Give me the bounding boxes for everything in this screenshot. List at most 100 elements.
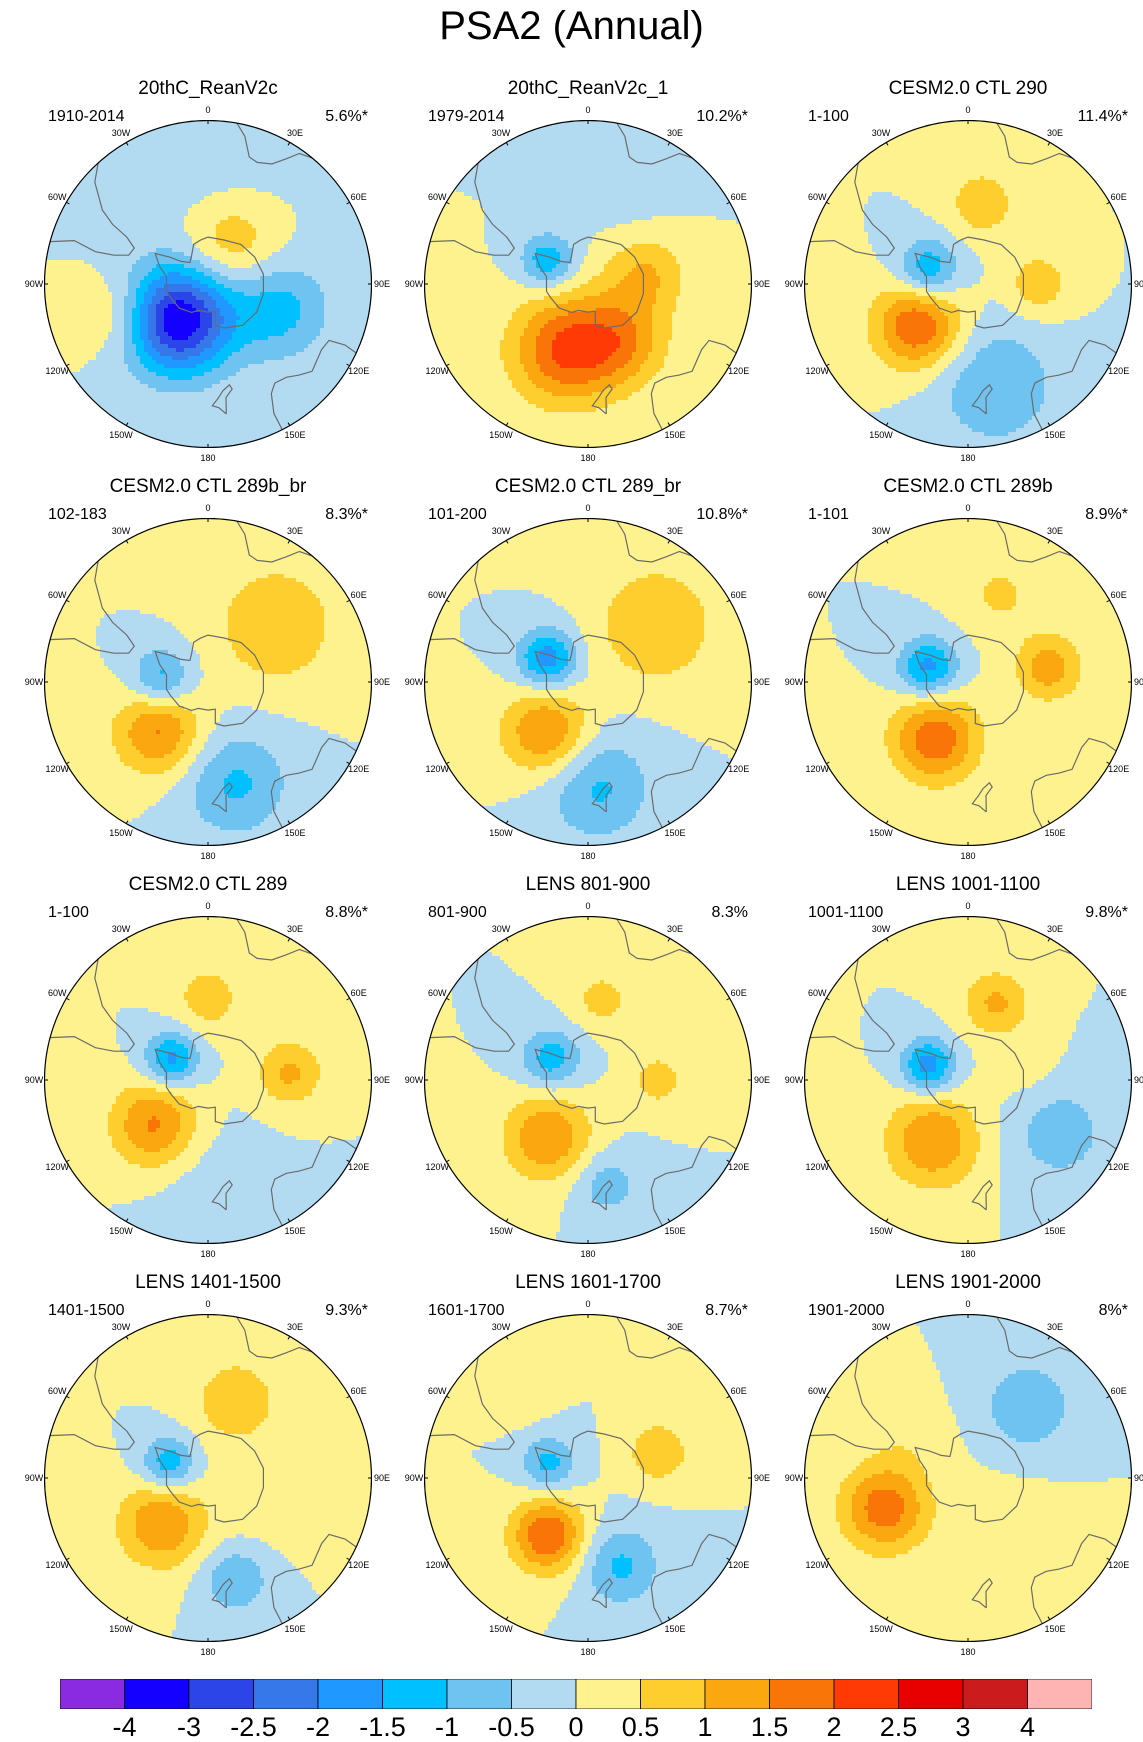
colorbar-box <box>447 1679 512 1709</box>
longitude-label: 60W <box>48 590 67 600</box>
colorbar-box <box>770 1679 835 1709</box>
polar-map <box>44 1314 372 1642</box>
longitude-label: 60W <box>428 590 447 600</box>
longitude-label: 120E <box>728 366 749 376</box>
longitude-label: 180 <box>200 851 215 861</box>
longitude-label: 90W <box>405 1473 424 1483</box>
longitude-label: 180 <box>580 851 595 861</box>
longitude-label: 90W <box>405 279 424 289</box>
longitude-label: 60W <box>428 988 447 998</box>
longitude-label: 90E <box>374 1473 390 1483</box>
longitude-label: 90W <box>25 677 44 687</box>
polar-map <box>424 120 752 448</box>
longitude-label: 120E <box>1108 1162 1129 1172</box>
longitude-label: 0 <box>585 503 590 513</box>
longitude-label: 180 <box>200 1249 215 1259</box>
longitude-label: 60W <box>428 1386 447 1396</box>
longitude-label: 0 <box>965 105 970 115</box>
polar-map <box>804 518 1132 846</box>
colorbar-box <box>254 1679 319 1709</box>
anomaly-field <box>424 518 752 846</box>
colorbar-box <box>834 1679 899 1709</box>
longitude-label: 60E <box>731 192 747 202</box>
longitude-label: 0 <box>585 105 590 115</box>
longitude-label: 60W <box>808 192 827 202</box>
longitude-label: 30W <box>872 128 891 138</box>
longitude-label: 90W <box>405 1075 424 1085</box>
longitude-label: 120W <box>806 366 830 376</box>
longitude-label: 30E <box>667 1322 683 1332</box>
panel-title: CESM2.0 CTL 289b_br <box>18 476 398 498</box>
longitude-label: 150W <box>489 430 513 440</box>
longitude-label: 60E <box>351 1386 367 1396</box>
longitude-label: 180 <box>200 1647 215 1657</box>
longitude-label: 120W <box>46 1162 70 1172</box>
longitude-label: 120W <box>806 1560 830 1570</box>
longitude-label: 60E <box>1111 1386 1127 1396</box>
longitude-label: 30E <box>1047 1322 1063 1332</box>
anomaly-field <box>804 1314 1132 1642</box>
colorbar-box <box>641 1679 706 1709</box>
panel-title: LENS 1401-1500 <box>18 1272 398 1294</box>
longitude-label: 60E <box>731 1386 747 1396</box>
longitude-label: 60E <box>731 590 747 600</box>
polar-map <box>804 120 1132 448</box>
longitude-label: 60E <box>1111 988 1127 998</box>
map-panel: CESM2.0 CTL 289b1-1018.9%*030E60E90E120E… <box>778 476 1143 868</box>
longitude-label: 180 <box>200 453 215 463</box>
panel-title: CESM2.0 CTL 289_br <box>398 476 778 498</box>
longitude-label: 30W <box>112 128 131 138</box>
longitude-label: 60E <box>351 988 367 998</box>
longitude-label: 150E <box>1044 430 1065 440</box>
longitude-label: 60E <box>351 590 367 600</box>
longitude-label: 120E <box>728 1162 749 1172</box>
longitude-label: 60W <box>428 192 447 202</box>
longitude-label: 120E <box>348 1560 369 1570</box>
longitude-label: 150W <box>109 1624 133 1634</box>
anomaly-field <box>44 916 372 1244</box>
longitude-label: 60W <box>808 590 827 600</box>
colorbar-box <box>1028 1679 1093 1709</box>
longitude-label: 30E <box>667 526 683 536</box>
longitude-label: 60W <box>48 988 67 998</box>
longitude-label: 120E <box>728 764 749 774</box>
colorbar-box <box>963 1679 1028 1709</box>
longitude-label: 120W <box>806 764 830 774</box>
longitude-label: 150E <box>284 1624 305 1634</box>
longitude-label: 150W <box>869 828 893 838</box>
map-panel: LENS 1901-20001901-20008%*030E60E90E120E… <box>778 1272 1143 1664</box>
longitude-label: 30E <box>287 1322 303 1332</box>
longitude-label: 120W <box>426 764 450 774</box>
longitude-label: 150E <box>284 828 305 838</box>
anomaly-field <box>424 120 752 448</box>
longitude-label: 150W <box>489 1624 513 1634</box>
longitude-label: 150E <box>664 828 685 838</box>
panel-title: LENS 801-900 <box>398 874 778 896</box>
longitude-label: 60W <box>808 988 827 998</box>
map-panel: LENS 1001-11001001-11009.8%*030E60E90E12… <box>778 874 1143 1266</box>
longitude-label: 30W <box>492 526 511 536</box>
colorbar-box <box>125 1679 190 1709</box>
figure-title: PSA2 (Annual) <box>0 2 1143 50</box>
panel-title: 20thC_ReanV2c <box>18 78 398 100</box>
longitude-label: 150E <box>664 1624 685 1634</box>
panel-title: LENS 1601-1700 <box>398 1272 778 1294</box>
longitude-label: 30E <box>1047 924 1063 934</box>
anomaly-field <box>44 120 372 448</box>
longitude-label: 60E <box>1111 192 1127 202</box>
longitude-label: 120E <box>1108 366 1129 376</box>
polar-map <box>804 1314 1132 1642</box>
longitude-label: 90W <box>785 279 804 289</box>
longitude-label: 120W <box>426 1560 450 1570</box>
longitude-label: 150E <box>284 430 305 440</box>
longitude-label: 60E <box>351 192 367 202</box>
longitude-label: 150W <box>109 430 133 440</box>
longitude-label: 90W <box>785 1473 804 1483</box>
longitude-label: 30W <box>112 924 131 934</box>
longitude-label: 90W <box>25 1473 44 1483</box>
longitude-label: 0 <box>965 901 970 911</box>
anomaly-field <box>44 1314 372 1642</box>
anomaly-field <box>424 916 752 1244</box>
